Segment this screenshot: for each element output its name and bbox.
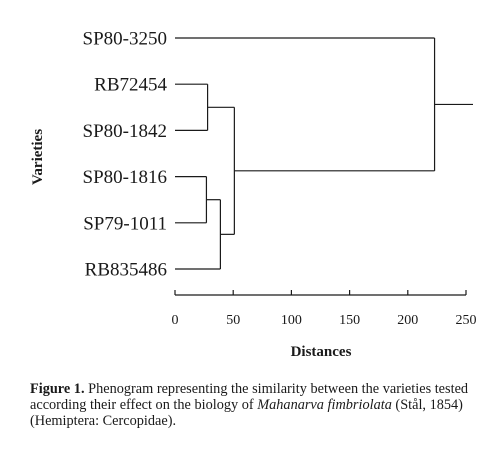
x-tick-label: 0 [172, 313, 179, 328]
leaf-label: SP80-1816 [83, 167, 167, 188]
x-tick-label: 150 [339, 313, 360, 328]
leaf-label: SP80-3250 [83, 29, 167, 50]
leaf-labels: SP80-3250 RB72454 SP80-1842 SP80-1816 SP79-1… [83, 29, 168, 281]
leaf-label: RB72454 [94, 75, 167, 96]
caption-species: Mahanarva fimbriolata [257, 397, 392, 413]
phenogram-chart: SP80-3250 RB72454 SP80-1842 SP80-1816 SP79-1… [30, 29, 477, 361]
leaf-label: RB835486 [85, 260, 167, 281]
x-tick-label: 100 [281, 313, 302, 328]
caption-text: Phenogram representing the similarity be… [30, 381, 469, 413]
figure-caption: Figure 1. Phenogram representing the sim… [30, 381, 492, 429]
x-tick-label: 200 [397, 313, 418, 328]
y-axis-label: Varieties [30, 129, 46, 185]
x-tick-label: 50 [226, 313, 240, 328]
caption-citation: (Stål, 1854) (Hemiptera: Cercopidae). [30, 397, 463, 429]
x-axis: 0 50 100 150 200 250 [172, 290, 477, 328]
leaf-label: SP80-1842 [83, 121, 167, 142]
dendrogram-branches [175, 37, 473, 270]
leaf-label: SP79-1011 [83, 213, 167, 234]
x-tick-label: 250 [456, 313, 477, 328]
x-axis-label: Distances [291, 344, 352, 360]
caption-label: Figure 1. [30, 381, 85, 397]
